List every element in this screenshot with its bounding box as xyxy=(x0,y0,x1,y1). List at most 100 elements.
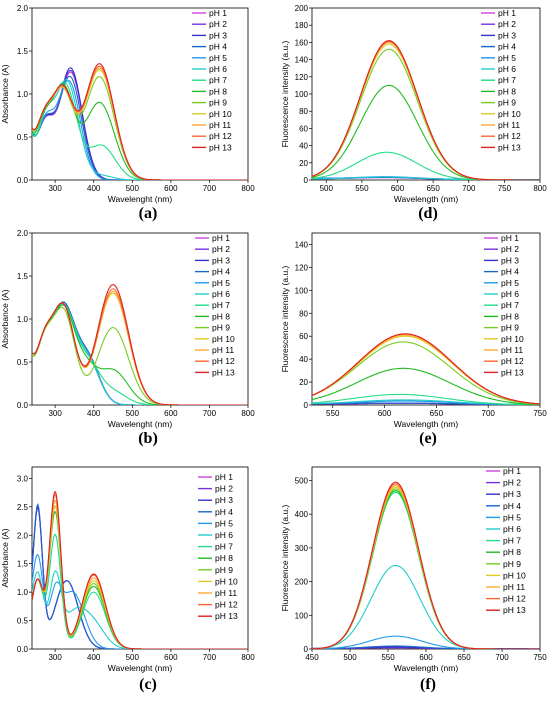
x-tick-label: 400 xyxy=(87,184,101,193)
series-line-ph4 xyxy=(32,301,248,405)
series-line-ph4 xyxy=(32,75,248,180)
legend-entry: pH 7 xyxy=(212,300,230,310)
legend-entry: pH 1 xyxy=(209,8,227,18)
x-tick-label: 750 xyxy=(533,409,547,418)
legend-entry: pH 5 xyxy=(215,518,233,528)
legend-entry: pH 8 xyxy=(498,86,516,96)
x-tick-label: 450 xyxy=(305,653,319,662)
y-tick-label: 100 xyxy=(295,90,309,99)
x-tick-label: 800 xyxy=(241,653,255,662)
y-tick-label: 1.0 xyxy=(17,315,29,324)
y-tick-label: 140 xyxy=(295,56,309,65)
x-tick-label: 300 xyxy=(48,184,62,193)
y-tick-label: 0.5 xyxy=(17,358,29,367)
panel-label: (b) xyxy=(138,430,158,447)
panel-label: (f) xyxy=(420,676,436,693)
y-tick-label: 40 xyxy=(299,142,308,151)
y-tick-label: 100 xyxy=(295,286,309,295)
y-tick-label: 100 xyxy=(295,611,309,620)
panel-label: (a) xyxy=(139,205,158,222)
legend-entry: pH 6 xyxy=(498,64,516,74)
legend: pH 1pH 2pH 3pH 4pH 5pH 6pH 7pH 8pH 9pH 1… xyxy=(484,233,524,377)
x-tick-label: 500 xyxy=(343,653,357,662)
legend-entry: pH 10 xyxy=(212,334,235,344)
y-tick-label: 200 xyxy=(295,4,309,13)
y-tick-label: 80 xyxy=(299,309,308,318)
legend-entry: pH 11 xyxy=(209,120,231,130)
x-tick-label: 550 xyxy=(326,409,340,418)
series-line-ph5 xyxy=(32,554,248,649)
x-axis-title: Wavelenght (nm) xyxy=(108,194,173,204)
y-tick-label: 20 xyxy=(299,159,308,168)
legend: pH 1pH 2pH 3pH 4pH 5pH 6pH 7pH 8pH 9pH 1… xyxy=(198,472,238,621)
x-axis-title: Wavelenght (nm) xyxy=(108,663,173,673)
y-tick-label: 1.0 xyxy=(17,90,29,99)
x-tick-label: 700 xyxy=(203,184,217,193)
legend-entry: pH 10 xyxy=(498,109,521,119)
legend-entry: pH 2 xyxy=(498,19,516,29)
legend-entry: pH 2 xyxy=(501,244,519,254)
legend: pH 1pH 2pH 3pH 4pH 5pH 6pH 7pH 8pH 9pH 1… xyxy=(192,8,232,152)
x-tick-label: 600 xyxy=(164,184,178,193)
y-axis-title: Fluorescence intensity (a.u.) xyxy=(280,265,290,372)
legend-entry: pH 5 xyxy=(212,278,230,288)
y-axis-title: Fluorescence intensity (a.u.) xyxy=(280,504,290,611)
x-axis-title: Wavelength (nm) xyxy=(394,194,459,204)
legend-entry: pH 11 xyxy=(501,345,523,355)
x-tick-label: 650 xyxy=(426,184,440,193)
y-axis-title: Absorbance (A) xyxy=(0,289,10,348)
legend-entry: pH 9 xyxy=(212,323,230,333)
y-tick-label: 1.5 xyxy=(17,272,29,281)
legend: pH 1pH 2pH 3pH 4pH 5pH 6pH 7pH 8pH 9pH 1… xyxy=(486,466,526,615)
x-axis-title: Wavelength (nm) xyxy=(394,419,459,429)
legend-entry: pH 5 xyxy=(501,278,519,288)
legend-entry: pH 4 xyxy=(498,42,516,52)
legend-entry: pH 8 xyxy=(212,311,230,321)
y-tick-label: 0.5 xyxy=(17,133,29,142)
legend-entry: pH 13 xyxy=(503,605,526,615)
chart-panel-3: 300 400 500 600 700 800 0.0 0.5 1.0 1.5 2.0 Wavelen… xyxy=(0,229,255,447)
legend-entry: pH 9 xyxy=(501,323,519,333)
legend-entry: pH 10 xyxy=(503,570,526,580)
series-line-ph1 xyxy=(32,71,248,180)
x-tick-label: 750 xyxy=(533,653,547,662)
legend-entry: pH 3 xyxy=(212,255,230,265)
y-tick-label: 40 xyxy=(299,355,308,364)
chart-panel-6: 450 500 550 600 650 700 750 0 100 200 300 400 500 Wav… xyxy=(280,466,547,693)
chart-panel-2: 500 550 600 650 700 750 800 0 20 40 60 80 100 120 140 1… xyxy=(280,4,547,222)
y-tick-label: 2.5 xyxy=(17,503,29,512)
legend-entry: pH 12 xyxy=(501,356,524,366)
series-line-ph4 xyxy=(32,503,248,649)
legend-entry: pH 13 xyxy=(212,367,235,377)
series-line-ph3 xyxy=(32,67,248,180)
legend-entry: pH 12 xyxy=(503,594,526,604)
legend-entry: pH 12 xyxy=(215,600,238,610)
series-line-ph13 xyxy=(32,284,248,405)
series-line-ph9 xyxy=(312,341,540,405)
legend-entry: pH 8 xyxy=(209,86,227,96)
legend-entry: pH 6 xyxy=(503,524,521,534)
x-tick-label: 550 xyxy=(355,184,369,193)
y-tick-label: 80 xyxy=(299,107,308,116)
y-tick-label: 0.0 xyxy=(17,401,29,410)
legend: pH 1pH 2pH 3pH 4pH 5pH 6pH 7pH 8pH 9pH 1… xyxy=(481,8,521,152)
legend-entry: pH 6 xyxy=(212,289,230,299)
x-tick-label: 400 xyxy=(87,653,101,662)
legend-entry: pH 1 xyxy=(212,233,230,243)
panel-label: (d) xyxy=(418,205,438,222)
x-tick-label: 300 xyxy=(48,653,62,662)
x-tick-label: 600 xyxy=(164,653,178,662)
legend-entry: pH 8 xyxy=(215,553,233,563)
series-line-ph7 xyxy=(32,81,248,180)
y-tick-label: 180 xyxy=(295,21,309,30)
y-axis-title: Absorbance (A) xyxy=(0,528,10,587)
x-tick-label: 650 xyxy=(457,653,471,662)
x-tick-label: 700 xyxy=(462,184,476,193)
legend-entry: pH 12 xyxy=(498,131,521,141)
legend-entry: pH 3 xyxy=(498,30,516,40)
legend-entry: pH 10 xyxy=(209,109,232,119)
y-tick-label: 2.0 xyxy=(17,531,29,540)
series-line-ph13 xyxy=(32,491,248,649)
y-tick-label: 60 xyxy=(299,332,308,341)
